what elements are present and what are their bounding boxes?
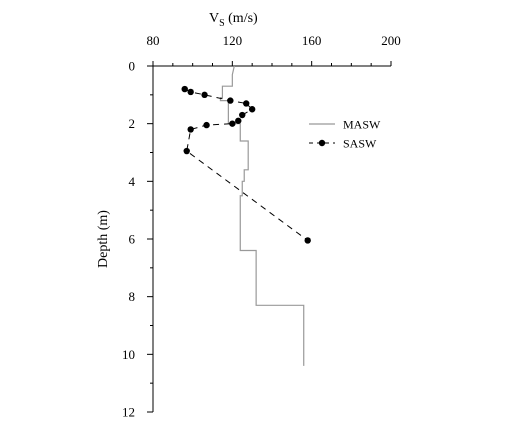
y-tick-label: 0 [129, 59, 136, 74]
y-tick-label: 12 [122, 405, 135, 420]
data-point-sasw [243, 100, 250, 107]
x-axis-label-unit: (m/s) [225, 11, 258, 26]
x-axis-label: VS (m/s) [209, 11, 258, 29]
x-axis-label-subscript: S [219, 18, 225, 29]
y-axis-label: Depth (m) [96, 210, 111, 268]
data-point-sasw [187, 126, 194, 133]
series-layer [181, 65, 311, 366]
data-point-sasw [304, 237, 311, 244]
legend: MASW SASW [309, 118, 381, 151]
x-tick-label: 200 [381, 33, 401, 48]
data-point-sasw [201, 91, 208, 99]
data-point-sasw [229, 120, 236, 127]
series-line-sasw [184, 88, 308, 241]
data-point-sasw [183, 147, 190, 155]
legend-marker-sasw [318, 139, 326, 147]
y-tick-label: 2 [129, 116, 136, 131]
x-tick-label: 160 [302, 33, 322, 48]
data-point-sasw [248, 106, 256, 113]
data-point-sasw [227, 97, 234, 104]
axes-layer: 80 120 160 200 VS (m/s) 0 2 4 6 8 10 12 Depth (m) [96, 11, 401, 420]
series-masw [219, 65, 305, 366]
legend-label-masw: MASW [343, 118, 381, 132]
y-tick-label: 6 [129, 232, 136, 247]
y-tick-label: 4 [129, 174, 136, 189]
x-tick-label: 120 [223, 33, 243, 48]
data-point-sasw [203, 121, 210, 129]
data-point-sasw [235, 117, 242, 124]
y-tick-label: 8 [129, 289, 136, 304]
data-point-sasw [181, 85, 188, 93]
y-tick-label: 10 [122, 347, 135, 362]
legend-entry-masw: MASW [309, 118, 381, 132]
data-point-sasw [187, 88, 194, 96]
x-axis-label-main: V [209, 11, 219, 26]
data-point-sasw [239, 111, 246, 119]
legend-entry-sasw: SASW [309, 137, 377, 151]
legend-label-sasw: SASW [343, 137, 377, 151]
series-line-masw [219, 65, 305, 366]
series-sasw [181, 85, 311, 244]
x-tick-label: 80 [147, 33, 160, 48]
